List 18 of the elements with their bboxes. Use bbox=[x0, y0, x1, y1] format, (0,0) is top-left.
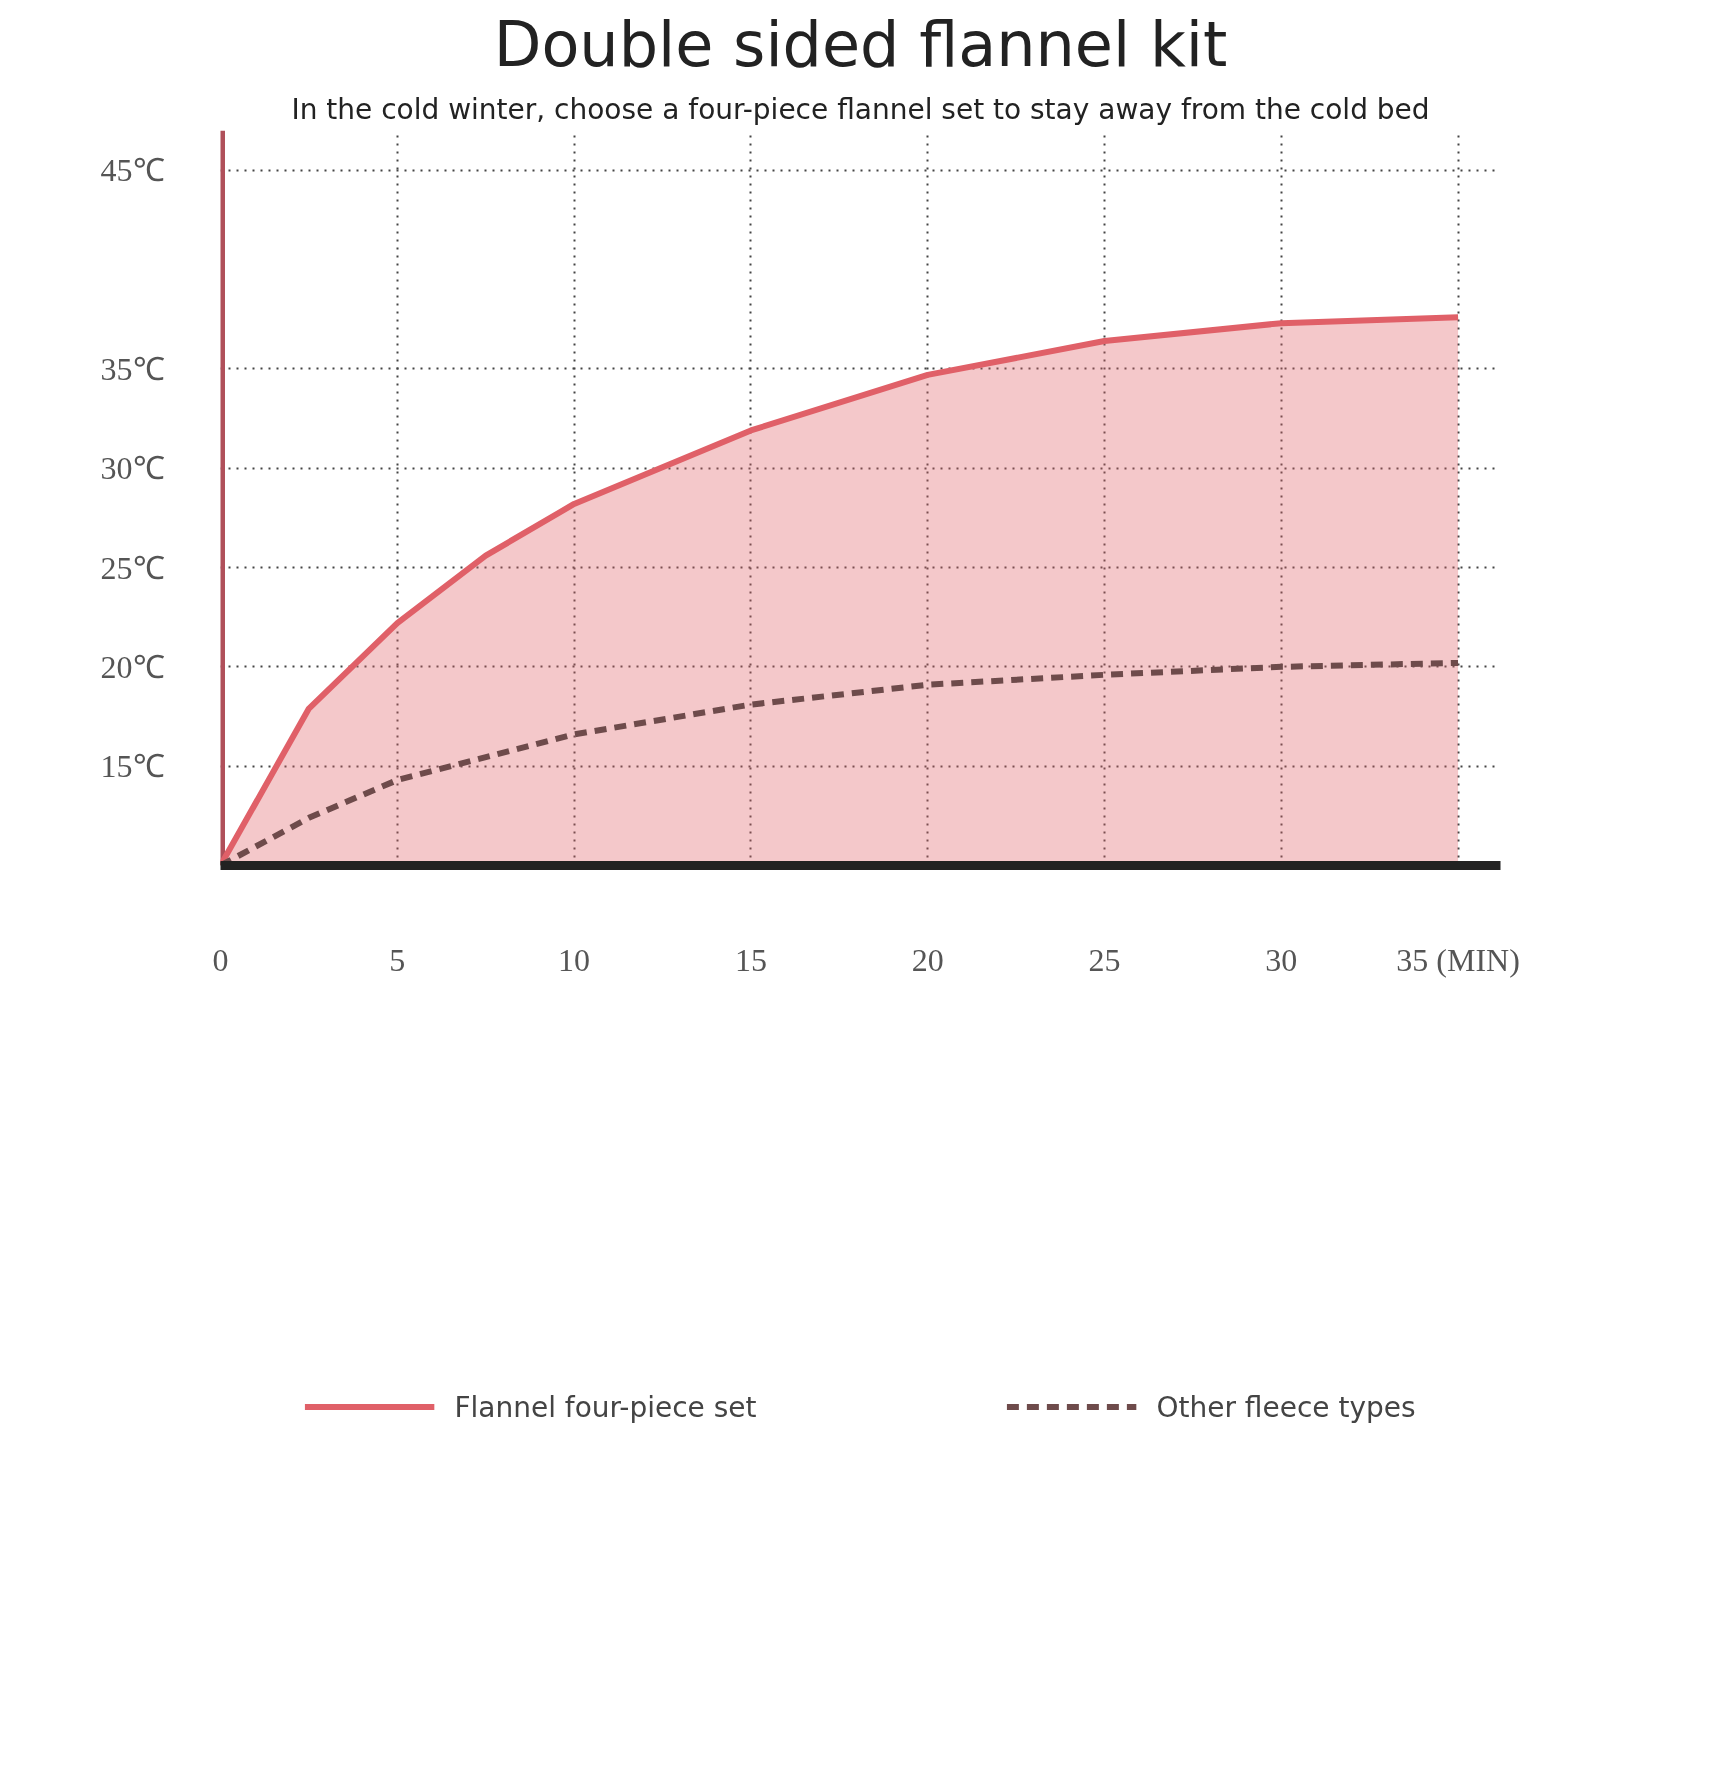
chart-title: Double sided flannel kit bbox=[493, 7, 1228, 81]
y-tick-label: 15℃ bbox=[100, 748, 165, 785]
y-tick-label: 25℃ bbox=[100, 549, 165, 586]
x-tick-label: 15 bbox=[734, 941, 767, 978]
x-tick-label: 10 bbox=[558, 941, 591, 978]
x-tick-label: 0 bbox=[212, 941, 229, 978]
x-tick-label: 5 bbox=[389, 941, 406, 978]
legend-label: Flannel four-piece set bbox=[454, 1390, 757, 1424]
y-tick-label: 45℃ bbox=[100, 152, 165, 189]
x-tick-label: 20 bbox=[911, 941, 944, 978]
x-tick-label: 25 bbox=[1088, 941, 1121, 978]
legend-label: Other fleece types bbox=[1156, 1390, 1416, 1424]
x-tick-label: 35 (MIN) bbox=[1396, 941, 1520, 978]
chart-subtitle: In the cold winter, choose a four-piece flannel set to stay away from the cold bed bbox=[291, 92, 1430, 126]
y-tick-label: 35℃ bbox=[100, 350, 165, 387]
y-tick-label: 20℃ bbox=[100, 648, 165, 685]
x-tick-label: 30 bbox=[1265, 941, 1298, 978]
y-tick-label: 30℃ bbox=[100, 450, 165, 487]
